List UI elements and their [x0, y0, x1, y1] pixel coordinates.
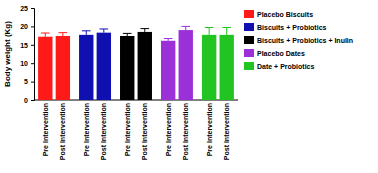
legend-label: Placebo Biscuits [257, 11, 313, 18]
error-cap [123, 33, 132, 34]
legend-swatch [244, 49, 254, 57]
legend-swatch [244, 62, 254, 70]
error-cap [59, 32, 68, 33]
legend-item: Biscuits + Probiotics [244, 23, 327, 31]
legend-label: Placebo Dates [257, 50, 305, 57]
y-tick: 0 [24, 97, 34, 104]
y-tick-mark [31, 26, 34, 27]
y-axis-title: Body weight (Kg) [3, 21, 12, 87]
error-cap [222, 27, 231, 28]
legend-item: Date + Probiotics [244, 62, 314, 70]
x-tick-label: Pre Intervention [206, 103, 213, 156]
bar [38, 37, 52, 100]
error-bar [82, 31, 91, 35]
error-stem [86, 31, 87, 35]
error-bar [205, 28, 214, 35]
legend-swatch [244, 23, 254, 31]
legend-label: Biscuits + Probiotics + Inulin [257, 37, 353, 44]
y-axis-line [31, 9, 35, 101]
x-tick-label: Pre Intervention [83, 103, 90, 156]
error-bar [164, 39, 173, 41]
bar [56, 36, 70, 100]
error-stem [103, 29, 104, 33]
error-cap [140, 28, 149, 29]
x-tick-label: Post Intervention [223, 103, 230, 160]
error-bar [41, 33, 50, 37]
error-cap [41, 33, 50, 34]
y-tick-label: 10 [20, 60, 28, 67]
y-tick-label: 25 [20, 5, 28, 12]
bar [220, 35, 234, 100]
bar [97, 33, 111, 100]
error-stem [185, 26, 186, 30]
y-tick: 5 [24, 78, 34, 85]
y-tick-mark [31, 63, 34, 64]
x-tick-label: Post Intervention [182, 103, 189, 160]
error-cap [181, 26, 190, 27]
y-tick-mark [31, 45, 34, 46]
x-tick-label: Post Intervention [59, 103, 66, 160]
x-labels: Pre Intervention Post Intervention Pre Int… [42, 103, 230, 160]
y-tick: 25 [20, 5, 34, 12]
legend: Placebo Biscuits Biscuits + Probiotics Bis… [244, 10, 353, 70]
error-bar [59, 33, 68, 36]
y-tick-label: 0 [24, 97, 28, 104]
y-axis: 0 5 10 15 20 25 [20, 5, 34, 104]
error-stem [226, 28, 227, 35]
y-tick: 10 [20, 60, 34, 67]
error-bar [140, 29, 149, 32]
y-tick-label: 15 [20, 42, 28, 49]
legend-item: Placebo Biscuits [244, 10, 313, 18]
y-tick-label: 5 [24, 78, 28, 85]
x-tick-label: Pre Intervention [124, 103, 131, 156]
legend-item: Placebo Dates [244, 49, 305, 57]
x-tick-label: Pre Intervention [165, 103, 172, 156]
bar [120, 36, 134, 100]
bar [161, 41, 175, 100]
legend-label: Biscuits + Probiotics [257, 24, 327, 31]
y-tick-label: 20 [20, 23, 28, 30]
bar [179, 30, 193, 100]
bar [138, 32, 152, 100]
bars [38, 26, 234, 100]
error-cap [205, 27, 214, 28]
error-cap [82, 30, 91, 31]
bar [202, 35, 216, 100]
legend-item: Biscuits + Probiotics + Inulin [244, 36, 353, 44]
error-bar [222, 28, 231, 35]
legend-swatch [244, 10, 254, 18]
x-tick-label: Post Intervention [141, 103, 148, 160]
legend-label: Date + Probiotics [257, 63, 314, 70]
legend-swatch [244, 36, 254, 44]
y-tick-mark [31, 82, 34, 83]
error-bar [123, 33, 132, 36]
error-cap [164, 38, 173, 39]
error-stem [45, 33, 46, 37]
plot: 0 5 10 15 20 25 Pre Intervention Post Intervent… [20, 5, 238, 160]
y-tick: 20 [20, 23, 34, 30]
y-tick-mark [31, 8, 34, 9]
y-tick: 15 [20, 42, 34, 49]
error-stem [209, 28, 210, 35]
error-cap [99, 28, 108, 29]
error-bar [99, 29, 108, 33]
x-tick-label: Pre Intervention [42, 103, 49, 156]
x-tick-label: Post Intervention [100, 103, 107, 160]
chart: 0 5 10 15 20 25 Pre Intervention Post Intervent… [0, 0, 378, 173]
error-bar [181, 26, 190, 30]
bar [79, 35, 93, 100]
y-tick-mark [31, 100, 34, 101]
